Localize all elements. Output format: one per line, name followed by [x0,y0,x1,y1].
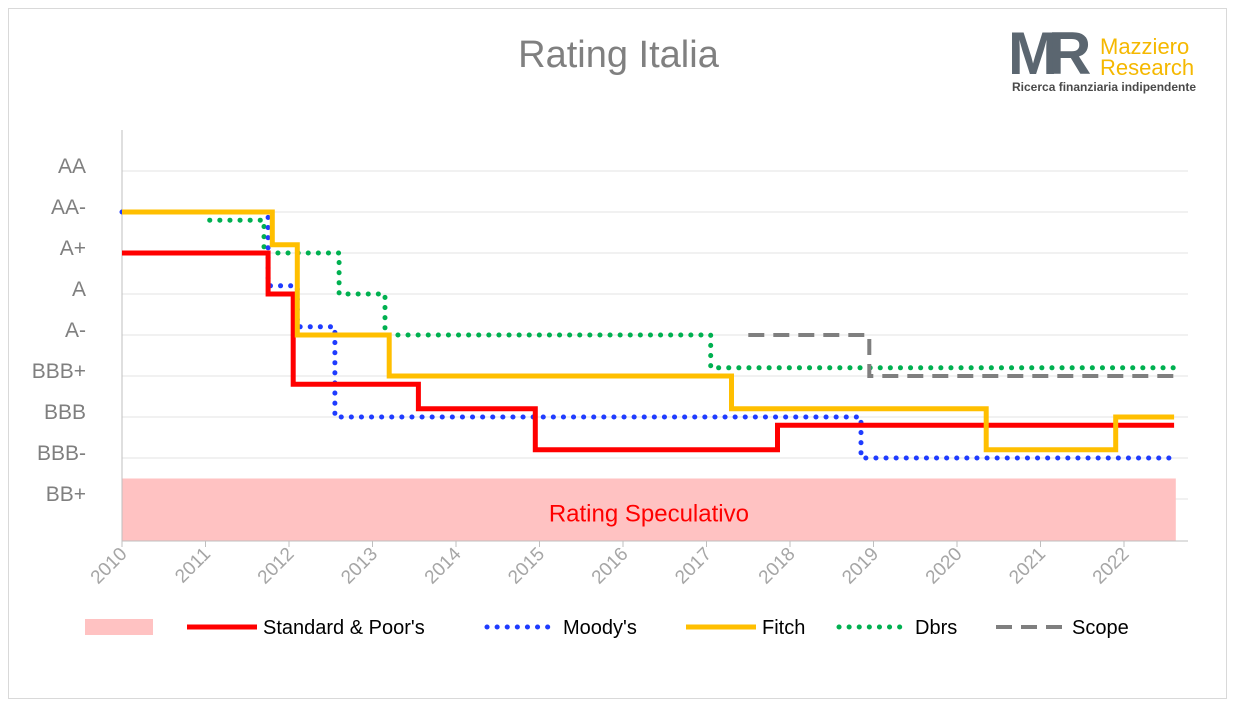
x-tick-label: 2018 [755,544,800,589]
legend-label: Moody's [563,617,637,639]
y-tick-label: AA [58,155,86,178]
x-tick-label: 2015 [504,544,549,589]
y-tick-label: BBB [44,401,86,424]
x-tick-label: 2010 [87,544,132,589]
chart-frame [8,8,1227,699]
legend-swatch-speculative [85,619,153,635]
y-tick-label: BBB- [37,442,86,465]
speculative-zone [122,478,1176,541]
y-tick-label: AA- [51,196,86,219]
x-tick-label: 2017 [671,544,716,589]
x-tick-label: 2013 [337,544,382,589]
y-tick-label: BBB+ [32,360,86,383]
y-tick-label: BB+ [46,483,86,506]
legend-label: Fitch [762,617,805,639]
speculative-zone-label: Rating Speculativo [549,501,749,528]
logo-name-line1: Mazziero [1100,34,1190,59]
logo-name: Mazziero Research [1100,34,1195,80]
x-tick-label: 2022 [1089,544,1134,589]
logo-name-line2: Research [1100,55,1195,80]
y-tick-label: A [72,278,86,301]
x-tick-label: 2020 [922,544,967,589]
y-tick-label: A- [65,319,86,342]
series-line-fitch [122,209,1175,453]
x-tick-label: 2021 [1005,544,1050,589]
x-tick-label: 2016 [588,544,633,589]
series-line-dbrs [207,217,1177,371]
y-tick-label: A+ [60,237,86,260]
series-line-moody-s [119,209,1177,461]
x-tick-label: 2012 [254,544,299,589]
chart-title: Rating Italia [518,34,719,76]
legend-label: Dbrs [915,617,957,639]
logo-tagline: Ricerca finanziaria indipendente [1012,80,1197,94]
legend-label: Scope [1072,617,1129,639]
mazziero-research-logo: MR Mazziero Research Ricerca finanziaria… [1008,22,1213,96]
x-tick-label: 2019 [838,544,883,589]
x-tick-label: 2014 [421,543,466,588]
x-tick-label: 2011 [171,544,215,588]
series-line-standard-poor-s [122,250,1175,453]
logo-mark: MR [1008,20,1091,87]
series-line-scope [748,333,1175,378]
legend-label: Standard & Poor's [263,617,425,639]
